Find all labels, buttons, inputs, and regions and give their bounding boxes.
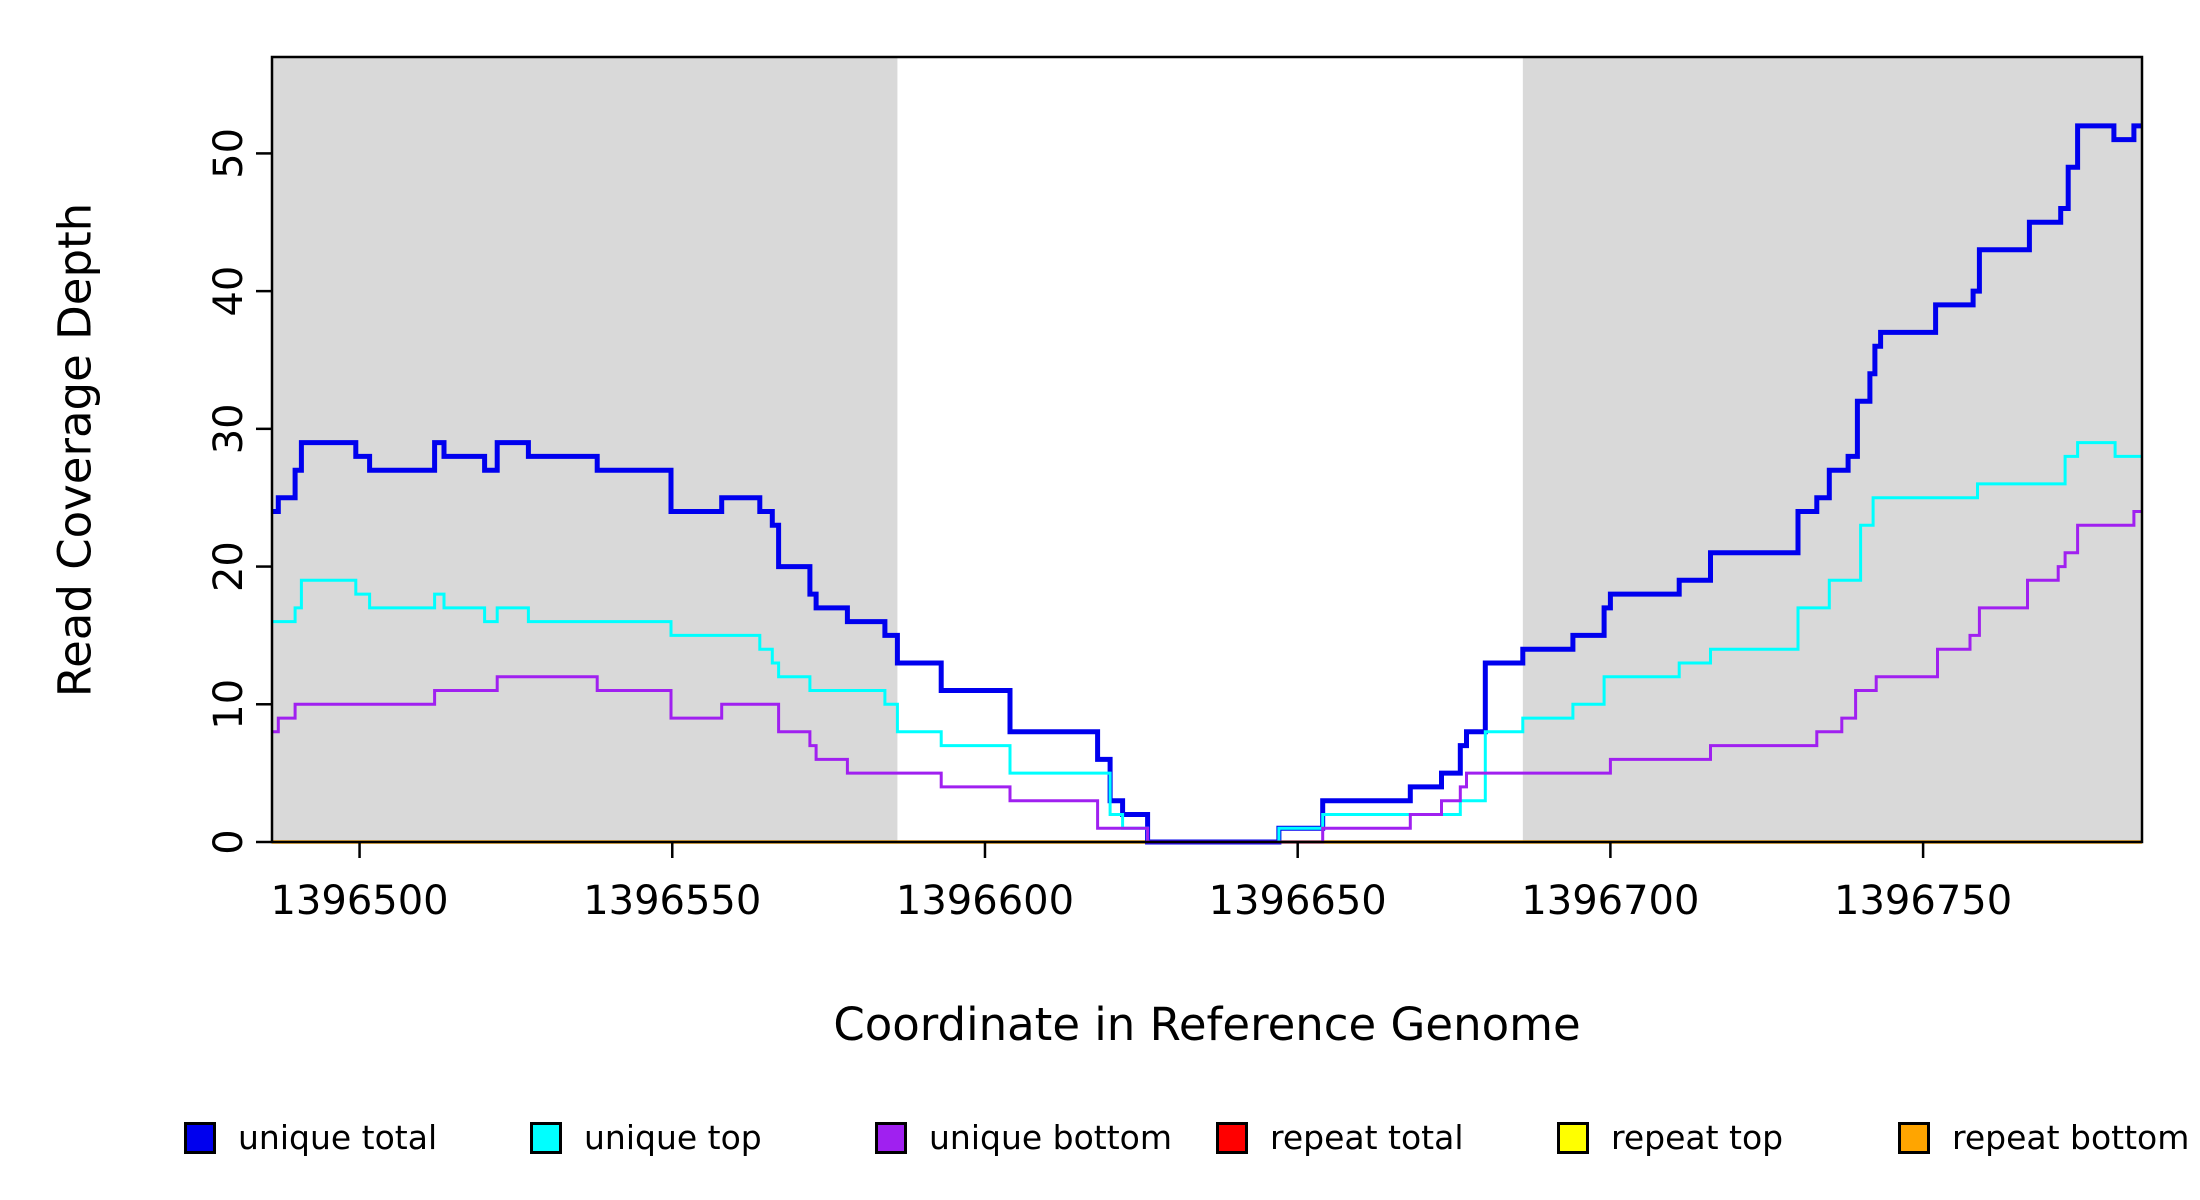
y-tick-label: 20	[206, 541, 252, 592]
x-tick-label: 1396650	[1209, 878, 1387, 924]
x-tick-label: 1396700	[1521, 878, 1699, 924]
shaded-region	[272, 57, 898, 842]
x-tick-label: 1396550	[583, 878, 761, 924]
y-tick-label: 30	[206, 403, 252, 454]
legend-swatch-repeat-top	[1557, 1121, 1589, 1154]
x-axis-title: Coordinate in Reference Genome	[833, 998, 1581, 1051]
legend-swatch-unique-top	[530, 1121, 562, 1154]
y-tick-label: 0	[206, 829, 252, 854]
y-axis-title: Read Coverage Depth	[48, 202, 102, 698]
x-tick-label: 1396600	[896, 878, 1074, 924]
legend-label: repeat total	[1270, 1118, 1464, 1157]
legend-label: repeat bottom	[1952, 1118, 2190, 1157]
legend-label: unique top	[584, 1118, 762, 1157]
legend-swatch-repeat-total	[1216, 1121, 1248, 1154]
shaded-region	[1522, 57, 2142, 842]
legend-item-unique-top: unique top	[530, 1118, 762, 1157]
x-tick-label: 1396500	[270, 878, 448, 924]
legend-item-repeat-bottom: repeat bottom	[1898, 1118, 2189, 1157]
legend-item-repeat-total: repeat total	[1216, 1118, 1464, 1157]
legend-label: unique total	[238, 1118, 438, 1157]
plot-border	[270, 55, 2144, 844]
legend-item-unique-total: unique total	[184, 1118, 437, 1157]
series-unique-bottom	[272, 510, 2142, 844]
legend-swatch-unique-bottom	[875, 1121, 907, 1154]
legend-item-unique-bottom: unique bottom	[875, 1118, 1172, 1157]
y-tick-label: 50	[206, 128, 252, 179]
legend-swatch-repeat-bottom	[1898, 1121, 1930, 1154]
y-tick-label: 10	[206, 679, 252, 730]
legend-swatch-unique-total	[184, 1121, 216, 1154]
coverage-chart: 1396500 1396550 1396600 1396650 1396700 13967…	[206, 55, 2144, 924]
legend-label: unique bottom	[929, 1118, 1173, 1157]
x-tick-label: 1396750	[1834, 878, 2012, 924]
series-unique-top	[272, 441, 2142, 844]
legend-item-repeat-top: repeat top	[1557, 1118, 1783, 1157]
y-tick-label: 40	[206, 266, 252, 317]
legend-label: repeat top	[1611, 1118, 1784, 1157]
